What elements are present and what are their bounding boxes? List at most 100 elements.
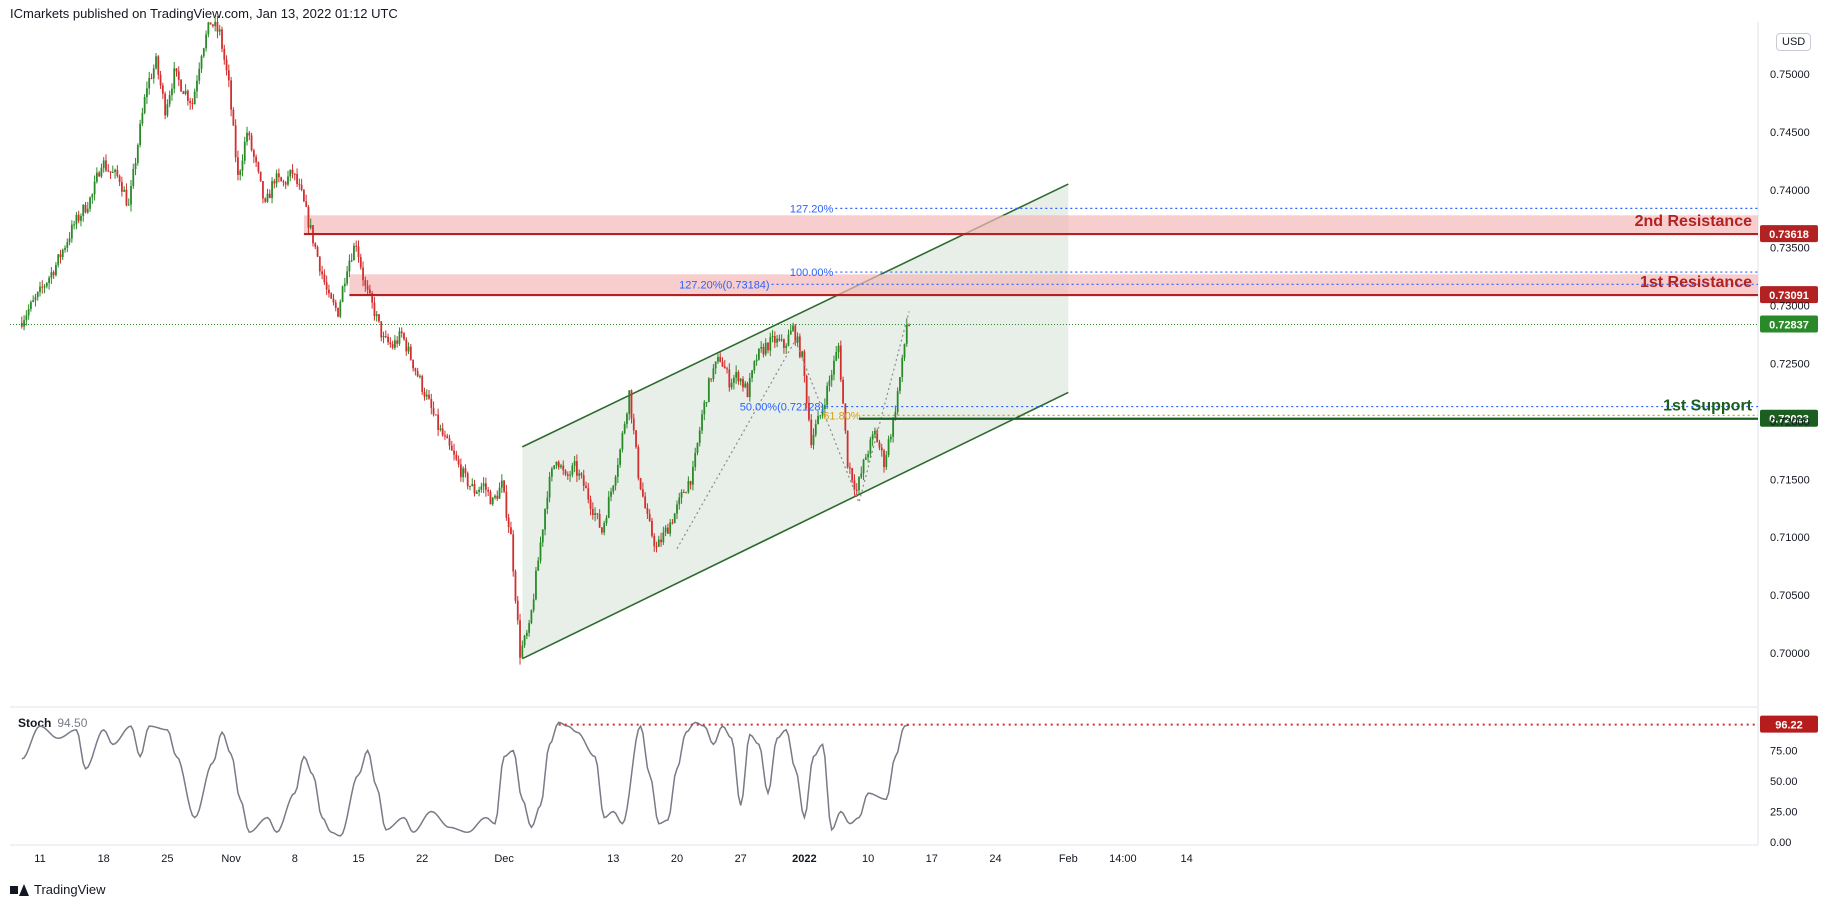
time-tick-label: 18 xyxy=(98,853,110,865)
candle-body xyxy=(585,485,587,489)
candle-body xyxy=(257,162,260,172)
time-tick-label: 20 xyxy=(671,853,683,865)
candle-body xyxy=(27,309,30,316)
candle-body xyxy=(198,68,201,81)
candle-body xyxy=(448,438,451,446)
candle-body xyxy=(817,415,819,425)
candle-body xyxy=(73,224,76,226)
time-tick-label: 17 xyxy=(926,853,938,865)
candle-body xyxy=(416,371,419,377)
candle-body xyxy=(619,449,622,465)
candle-body xyxy=(389,342,392,345)
footer[interactable]: TradingView xyxy=(10,882,106,897)
candle-body xyxy=(550,468,553,477)
candle-body xyxy=(330,293,333,299)
candle-body xyxy=(594,513,596,515)
candle-body xyxy=(86,208,89,213)
candle-body xyxy=(849,467,851,469)
candle-body xyxy=(196,80,198,92)
candle-body xyxy=(744,383,747,388)
candle-body xyxy=(275,173,278,184)
candle-body xyxy=(455,454,458,460)
candle-body xyxy=(651,520,653,536)
candle-body xyxy=(280,177,283,182)
candle-body xyxy=(209,22,212,25)
candle-body xyxy=(639,478,642,490)
candle-body xyxy=(867,454,869,458)
candle-body xyxy=(880,447,883,451)
candle-body xyxy=(441,428,444,436)
resistance-zone xyxy=(349,274,1758,296)
candle-body xyxy=(769,337,772,351)
candle-body xyxy=(373,302,376,317)
candle-body xyxy=(507,517,510,528)
candle-body xyxy=(207,22,210,35)
candle-body xyxy=(175,68,178,72)
candle-body xyxy=(814,424,817,435)
candle-body xyxy=(348,260,351,272)
candle-body xyxy=(430,398,433,409)
candle-body xyxy=(648,513,651,521)
price-tick-label: 0.70000 xyxy=(1770,648,1810,660)
candle-body xyxy=(205,34,207,49)
candle-body xyxy=(569,474,571,476)
candle-body xyxy=(528,623,531,633)
candle-body xyxy=(546,497,549,510)
candle-body xyxy=(89,197,91,209)
candle-body xyxy=(425,394,428,397)
candle-body xyxy=(121,182,123,192)
stoch-tick-label: 0.00 xyxy=(1770,837,1791,849)
candle-body xyxy=(266,193,269,202)
candle-body xyxy=(307,206,310,228)
candle-body xyxy=(669,522,672,534)
candle-body xyxy=(123,189,126,192)
candle-body xyxy=(562,465,565,471)
candle-body xyxy=(341,286,344,302)
time-tick-label: Dec xyxy=(494,853,514,865)
candle-body xyxy=(150,78,153,80)
resistance-zones xyxy=(303,215,1758,296)
candle-body xyxy=(641,489,644,497)
candle-body xyxy=(762,346,765,355)
candle-body xyxy=(644,496,647,508)
candle-body xyxy=(478,489,480,492)
stoch-tick-label: 75.00 xyxy=(1770,746,1798,758)
candle-body xyxy=(82,204,85,217)
candle-body xyxy=(578,473,581,476)
candle-body xyxy=(116,169,119,176)
candle-body xyxy=(225,59,228,71)
candle-body xyxy=(398,331,401,344)
candle-body xyxy=(407,346,410,352)
candle-body xyxy=(212,24,214,27)
candle-body xyxy=(453,450,455,455)
fib-label: 127.20% xyxy=(790,203,834,215)
candle-body xyxy=(739,378,742,382)
candle-body xyxy=(202,48,205,57)
candle-body xyxy=(591,508,594,515)
candle-body xyxy=(148,78,151,89)
candle-body xyxy=(535,570,537,600)
time-tick-label: Nov xyxy=(221,853,241,865)
fib-label: 127.20%(0.73184) xyxy=(679,279,770,291)
currency-badge[interactable]: USD xyxy=(1776,33,1812,51)
candle-body xyxy=(34,297,37,301)
candle-body xyxy=(234,125,237,158)
candle-body xyxy=(780,339,783,341)
level-price-label: 0.73091 xyxy=(1769,290,1809,302)
candle-body xyxy=(421,376,424,392)
candle-body xyxy=(557,461,560,468)
candle-body xyxy=(368,289,371,294)
stoch-tick-label: 25.00 xyxy=(1770,807,1798,819)
candle-body xyxy=(496,495,499,499)
candle-body xyxy=(723,366,726,369)
time-tick-label: 14 xyxy=(1180,853,1192,865)
candle-body xyxy=(539,542,542,561)
time-tick-label: 13 xyxy=(607,853,619,865)
candle-body xyxy=(810,419,813,446)
candle-body xyxy=(717,356,719,362)
candle-body xyxy=(751,370,753,378)
candle-body xyxy=(728,369,731,388)
candle-body xyxy=(737,372,740,382)
candle-body xyxy=(596,513,599,515)
